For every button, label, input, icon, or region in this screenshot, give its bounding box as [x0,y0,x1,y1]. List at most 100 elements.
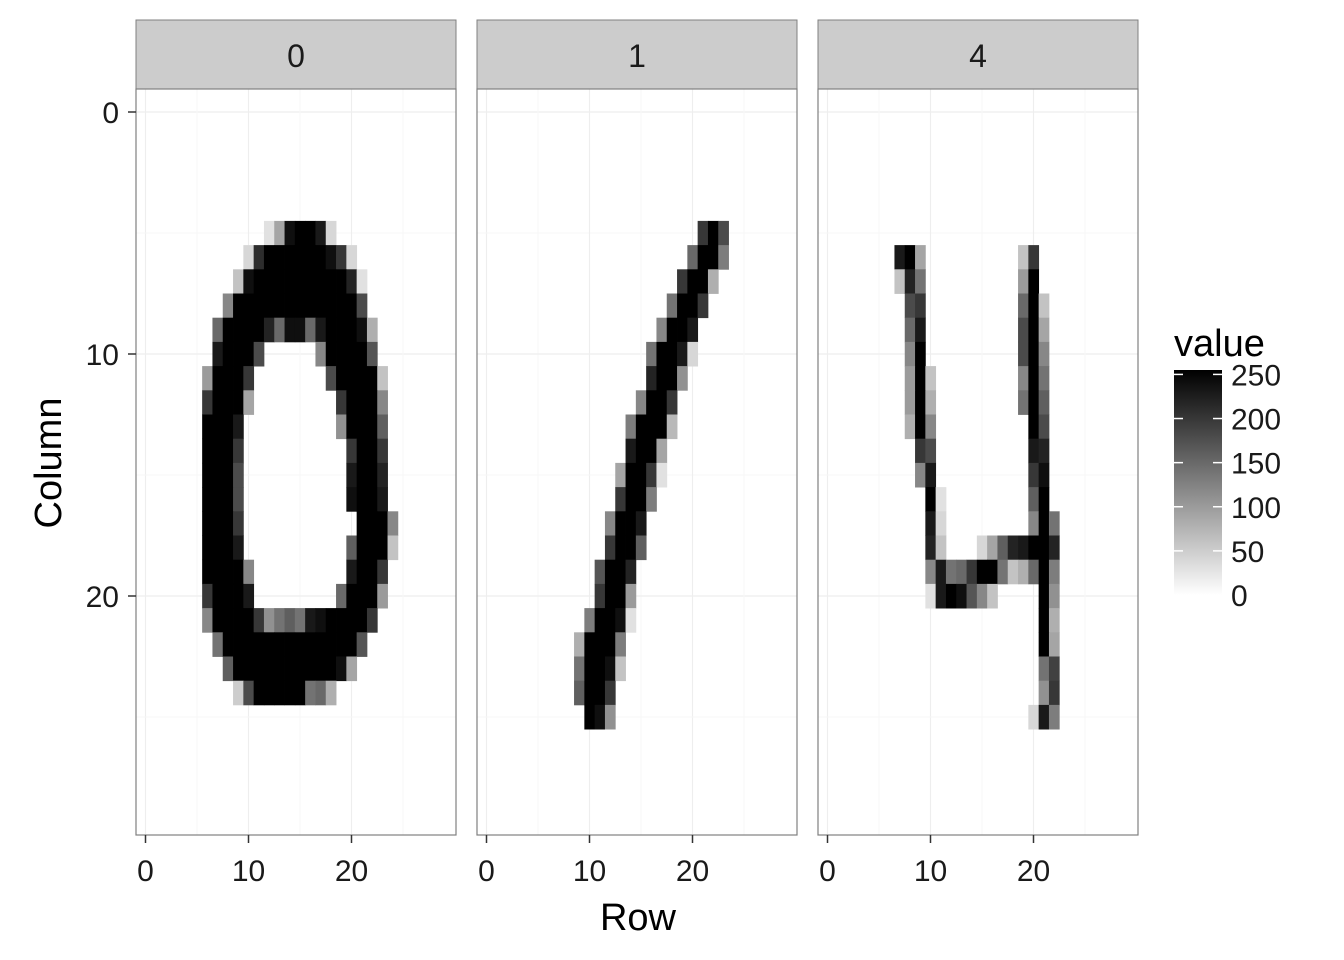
heatmap-tile [666,414,678,440]
heatmap-tile [346,462,358,488]
heatmap-tile [366,341,378,367]
heatmap-tile [1048,656,1060,682]
heatmap-tile [594,632,606,657]
heatmap-tile [346,390,358,415]
heatmap-tile [243,656,255,682]
heatmap-tile [915,462,926,488]
heatmap-tile [222,293,234,319]
heatmap-tile [336,608,347,633]
heatmap-tile [604,632,616,657]
heatmap-tile [346,656,358,682]
y-tick-label: 10 [86,339,119,372]
heatmap-tile [294,608,306,633]
heatmap-tile [356,414,368,440]
heatmap-tile [646,341,657,367]
heatmap-tile [243,366,255,391]
heatmap-tile [915,414,926,440]
facet-strip-label: 0 [287,38,305,74]
heatmap-tile [356,487,368,512]
heatmap-tile [346,317,358,343]
heatmap-tile [336,583,347,609]
heatmap-tile [253,317,265,343]
heatmap-tile [274,656,285,682]
heatmap-tile [945,583,957,609]
heatmap-tile [1038,656,1050,682]
heatmap-tile [222,608,234,633]
panel-background [136,89,456,835]
heatmap-tile [1018,535,1029,561]
heatmap-tile [1038,462,1050,488]
heatmap-tile [366,608,378,633]
heatmap-tile [325,220,337,246]
heatmap-tile [233,511,244,536]
heatmap-tile [305,680,316,706]
heatmap-tile [233,269,244,294]
heatmap-tile [356,535,368,561]
heatmap-tile [274,293,285,319]
heatmap-tile [646,487,657,512]
heatmap-tile [233,341,244,367]
facet-strip-label: 1 [628,38,646,74]
heatmap-tile [1028,535,1040,561]
heatmap-tile [305,220,316,246]
heatmap-tile [233,390,244,415]
heatmap-tile [925,390,937,415]
heatmap-tile [284,220,296,246]
heatmap-tile [233,583,244,609]
heatmap-tile [346,414,358,440]
heatmap-tile [325,245,337,270]
heatmap-tile [346,366,358,391]
heatmap-tile [625,462,637,488]
heatmap-tile [718,220,729,246]
heatmap-tile [915,269,926,294]
heatmap-tile [202,414,213,440]
heatmap-tile [222,462,234,488]
heatmap-tile [574,680,585,706]
heatmap-tile [325,366,337,391]
heatmap-tile [366,487,378,512]
heatmap-tile [925,559,937,585]
heatmap-tile [346,438,358,464]
heatmap-tile [635,414,647,440]
heatmap-tile [356,632,368,657]
heatmap-tile [336,656,347,682]
heatmap-tile [336,293,347,319]
heatmap-tile [294,317,306,343]
heatmap-tile [222,487,234,512]
heatmap-tile [1028,245,1040,270]
heatmap-tile [366,390,378,415]
heatmap-tile [233,559,244,585]
facet-panel-1: 10 10 20 [476,19,798,888]
heatmap-tile [202,535,213,561]
heatmap-tile [615,632,626,657]
x-tick-label: 20 [335,855,368,888]
heatmap-tile [387,535,399,561]
heatmap-tiles [574,220,729,730]
heatmap-tile [1028,366,1040,391]
heatmap-tile [356,341,368,367]
heatmap-tile [707,220,719,246]
heatmap-tile [935,535,947,561]
x-tick-label: 10 [914,855,947,888]
heatmap-tile [233,487,244,512]
heatmap-tile [987,583,998,609]
heatmap-tile [935,583,947,609]
panel-border [135,88,457,836]
heatmap-tile [925,414,937,440]
heatmap-tile [377,583,388,609]
heatmap-tile [615,462,626,488]
heatmap-tile [594,583,606,609]
heatmap-tile [635,511,647,536]
heatmap-tile [212,414,224,440]
heatmap-tile [635,462,647,488]
heatmap-tile [904,341,916,367]
legend-tick-label: 50 [1231,536,1264,569]
heatmap-tile [635,438,647,464]
heatmap-tile [1028,317,1040,343]
heatmap-tile [222,438,234,464]
heatmap-tile [222,535,234,561]
legend-tick-label: 0 [1231,580,1248,613]
heatmap-tile [584,632,596,657]
heatmap-tile [202,511,213,536]
heatmap-tile [284,608,296,633]
